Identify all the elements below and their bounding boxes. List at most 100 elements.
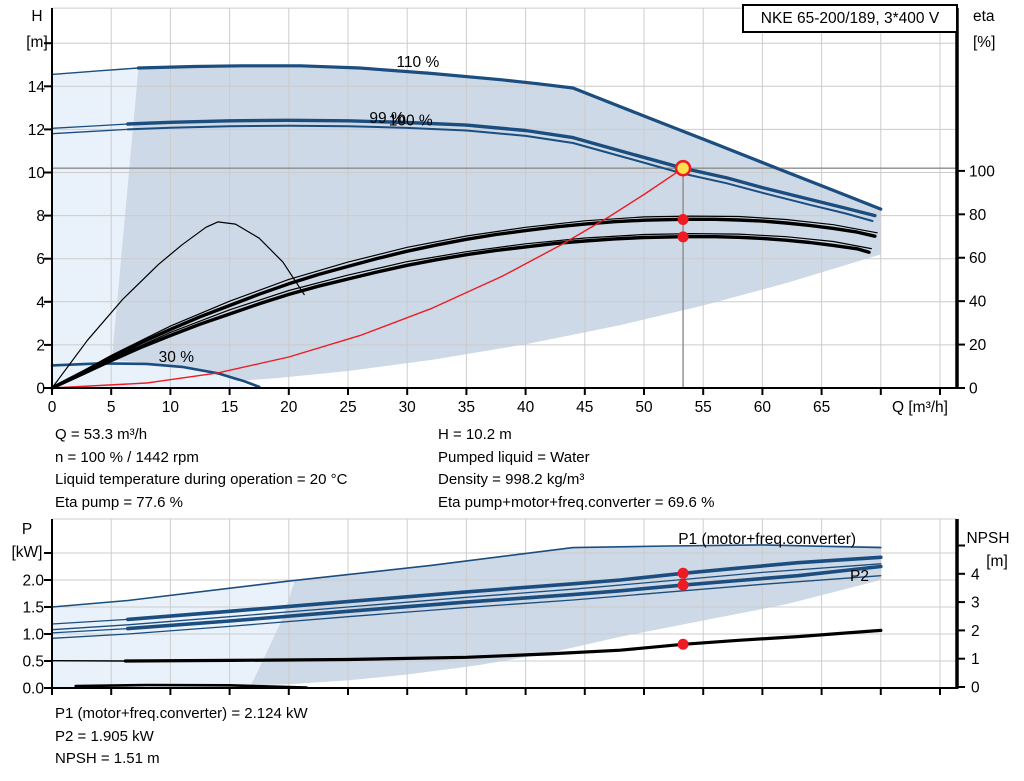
power-info-block: P1 (motor+freq.converter) = 2.124 kW P2 …: [55, 703, 308, 771]
p1-99-curve: [51, 563, 882, 631]
x-tick-label: 5: [107, 399, 116, 416]
left-tick-label: 10: [28, 165, 46, 182]
duty-info-right: H = 10.2 m Pumped liquid = Water Density…: [438, 424, 714, 514]
info-line-density: Density = 998.2 kg/m³: [438, 471, 585, 488]
axis-label-h: H: [31, 8, 42, 25]
power-envelope: [250, 544, 881, 686]
right-tick-label: 100: [969, 163, 995, 180]
x-tick-label: 15: [221, 399, 238, 416]
info-line-npsh: NPSH = 1.51 m: [55, 750, 160, 767]
eta-pump-thin: [51, 215, 878, 389]
curve-label-100-pct: 100 %: [389, 113, 433, 130]
x-tick-label: 30: [399, 399, 417, 416]
info-line-liquid-temp: Liquid temperature during operation = 20…: [55, 471, 348, 488]
right-tick-label: 1: [971, 651, 980, 668]
npsh-curve: [123, 628, 883, 663]
left-tick-label: 12: [28, 122, 45, 139]
x-tick-label: 0: [48, 399, 57, 416]
curve-label-110-pct: 110 %: [396, 54, 439, 71]
right-tick-label: 0: [969, 381, 978, 398]
speed-curve-100: [126, 118, 877, 218]
right-tick-label: 4: [971, 566, 980, 583]
right-tick-label: 20: [969, 337, 987, 354]
x-tick-label: 45: [576, 399, 593, 416]
left-tick-label: 0.0: [22, 681, 44, 698]
x-tick-label: 55: [695, 399, 712, 416]
left-tick-label: 4: [36, 294, 45, 311]
left-tick-label: 14: [28, 79, 46, 96]
axis-label-q: Q [m³/h]: [892, 399, 948, 416]
axis-label-p-unit: [kW]: [12, 544, 43, 561]
speed-curve-99-thin: [51, 128, 129, 135]
duty-point-marker[interactable]: [674, 159, 692, 177]
left-tick-label: 1.5: [22, 600, 44, 617]
p2-curve: [126, 564, 883, 631]
p1-dot[interactable]: [677, 567, 689, 579]
x-tick-label: 25: [339, 399, 356, 416]
left-tick-label: 8: [36, 208, 45, 225]
left-tick-label: 0.5: [22, 654, 44, 671]
right-tick-label: 80: [969, 207, 987, 224]
curve-label-p2: P2: [850, 568, 869, 585]
npsh-dot[interactable]: [677, 638, 689, 650]
right-tick-label: 2: [971, 623, 980, 640]
x-tick-label: 60: [754, 399, 772, 416]
speed-curve-110-thin: [51, 67, 140, 76]
curve-label-30-pct: 30 %: [159, 349, 195, 366]
p1-curve-thin: [51, 618, 129, 625]
x-tick-label: 50: [635, 399, 653, 416]
left-tick-label: 2.0: [22, 573, 44, 590]
info-line-q: Q = 53.3 m³/h: [55, 426, 148, 443]
left-tick-label: 2: [36, 337, 45, 354]
envelope-light: [52, 68, 251, 388]
left-tick-label: 1.0: [22, 627, 44, 644]
info-line-pumped-liquid: Pumped liquid = Water: [438, 448, 590, 466]
left-tick-label: 6: [36, 251, 45, 268]
axis-label-p: P: [22, 521, 32, 538]
speed-curve-100-thin: [51, 123, 129, 129]
right-tick-label: 40: [969, 294, 987, 311]
p2-99-curve: [51, 575, 882, 639]
info-line-eta-total: Eta pump+motor+freq.converter = 69.6 %: [438, 493, 715, 511]
info-line-p1: P1 (motor+freq.converter) = 2.124 kW: [55, 705, 308, 722]
info-line-p2: P2 = 1.905 kW: [55, 727, 154, 745]
power-npsh-chart: 0.0 0.5 1.0 1.5 2.0 0 1 2 3 4 P1 (motor+freq.conve…: [12, 518, 1010, 698]
low-speed-power-curve: [74, 683, 308, 689]
info-line-n: n = 100 % / 1442 rpm: [55, 448, 199, 466]
curve-label-p1: P1 (motor+freq.converter): [678, 531, 856, 548]
x-tick-label: 65: [813, 399, 830, 416]
pump-title-box: NKE 65-200/189, 3*400 V: [742, 4, 958, 33]
x-tick-label: 20: [280, 399, 298, 416]
x-tick-label: 35: [458, 399, 475, 416]
eta-pump-dot[interactable]: [677, 214, 689, 226]
info-line-h: H = 10.2 m: [438, 426, 512, 443]
eta-total-thin: [51, 233, 872, 389]
right-tick-label: 60: [969, 250, 987, 267]
p1-envelope-top: [51, 544, 882, 608]
x-tick-label: 10: [162, 399, 180, 416]
x-tick-label: 40: [517, 399, 535, 416]
duty-info-left: Q = 53.3 m³/h n = 100 % / 1442 rpm Liqui…: [55, 424, 347, 514]
eta-lowspeed-arc: [51, 221, 305, 389]
p1-curve: [126, 555, 883, 622]
curve-label-99-pct: 99 %: [369, 110, 405, 127]
axis-label-eta-unit: [%]: [973, 34, 995, 51]
info-line-eta-pump: Eta pump = 77.6 %: [55, 493, 183, 511]
axis-label-npsh: NPSH: [966, 530, 1009, 547]
left-tick-label: 0: [36, 381, 45, 398]
axis-label-eta: eta: [973, 8, 995, 25]
eta-total-curve: [50, 234, 871, 390]
eta-pump-curve: [50, 217, 877, 390]
right-tick-label: 0: [971, 680, 980, 697]
right-tick-label: 3: [971, 595, 980, 612]
axis-label-npsh-unit: [m]: [986, 553, 1008, 570]
speed-curve-99: [126, 124, 874, 222]
p2-curve-thin: [51, 627, 129, 634]
p2-dot[interactable]: [677, 579, 689, 591]
axis-label-h-unit: [m]: [26, 34, 48, 51]
eta-total-dot[interactable]: [677, 231, 689, 243]
speed-curve-110: [136, 64, 883, 211]
qh-chart: 0 5 10 15 20 25 30 35 40 45 50 55 60 65 0 2 4 6 8 10 12 14 0 20…: [26, 7, 995, 416]
